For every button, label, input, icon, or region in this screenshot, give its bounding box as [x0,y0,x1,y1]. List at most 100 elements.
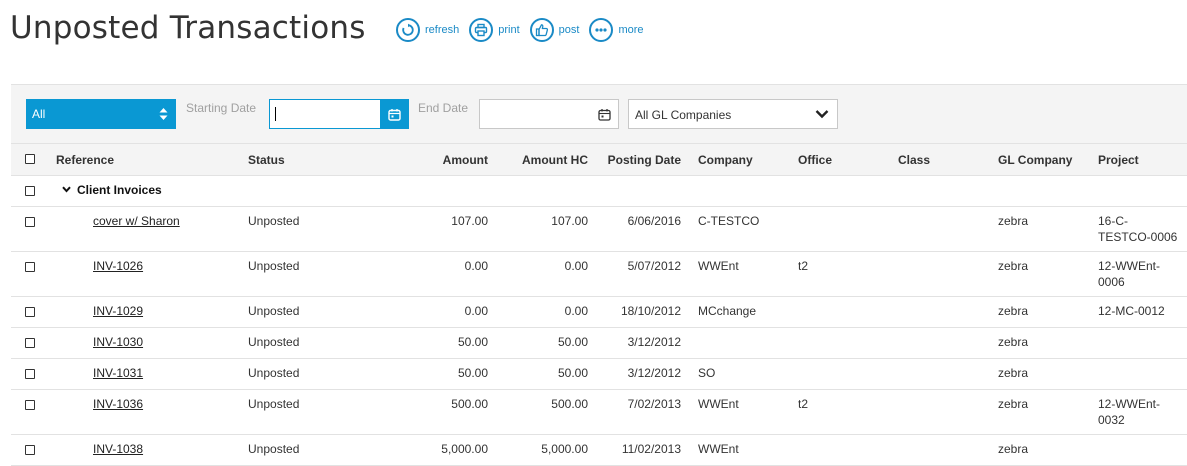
cell-posting-date: 5/07/2012 [627,259,681,273]
cell-posting-date: 7/02/2013 [627,397,681,411]
row-checkbox[interactable] [25,445,35,455]
select-arrows-icon [159,108,168,120]
cell-status: Unposted [248,259,300,273]
cell-reference-link[interactable]: INV-1030 [93,335,144,349]
toolbar-actions: refresh print post more [396,18,654,42]
cell-amount-hc: 500.00 [551,397,588,411]
column-header-gl-company[interactable]: GL Company [998,153,1073,167]
cell-reference-link[interactable]: INV-1026 [93,259,144,273]
table-row: INV-1030 Unposted 50.00 50.00 3/12/2012 zebra [11,328,1187,359]
cell-amount: 500.00 [451,397,488,411]
cell-gl-company: zebra [998,304,1029,318]
print-button[interactable]: print [469,18,520,42]
cell-amount-hc: 107.00 [551,214,588,228]
cell-amount: 50.00 [457,366,488,380]
cell-company: MCchange [698,304,757,318]
group-label: Client Invoices [77,183,162,197]
more-button[interactable]: more [589,18,644,42]
cell-amount-hc: 50.00 [557,335,588,349]
cell-amount: 0.00 [464,259,488,273]
row-checkbox[interactable] [25,369,35,379]
cell-amount-hc: 5,000.00 [541,442,588,456]
row-checkbox[interactable] [25,262,35,272]
cell-status: Unposted [248,397,300,411]
starting-date-label: Starting Date [186,101,257,115]
chevron-down-icon [815,110,829,119]
column-header-project[interactable]: Project [1098,153,1139,167]
cell-reference-link[interactable]: INV-1029 [93,304,144,318]
column-header-status[interactable]: Status [248,153,285,167]
transaction-type-select[interactable]: All [26,99,176,129]
more-label: more [618,24,644,36]
refresh-button[interactable]: refresh [396,18,459,42]
gl-company-select[interactable]: All GL Companies [628,99,838,129]
end-date-label: End Date [418,101,469,115]
cell-gl-company: zebra [998,397,1029,411]
column-header-amount[interactable]: Amount [442,153,488,167]
post-label: post [558,24,580,36]
cell-reference-link[interactable]: INV-1038 [93,442,144,456]
starting-date-input[interactable] [270,100,386,128]
cell-amount: 107.00 [451,214,488,228]
cell-office: t2 [798,397,809,411]
row-checkbox[interactable] [25,338,35,348]
column-header-company[interactable]: Company [698,153,753,167]
cell-status: Unposted [248,442,300,456]
cell-reference-link[interactable]: INV-1031 [93,366,144,380]
cell-amount: 50.00 [457,335,488,349]
calendar-icon [597,108,611,121]
group-row-client-invoices: Client Invoices [11,176,1187,207]
cell-gl-company: zebra [998,442,1029,456]
row-checkbox[interactable] [25,400,35,410]
column-header-class[interactable]: Class [898,153,931,167]
print-label: print [498,24,520,36]
end-date-input[interactable] [480,100,596,128]
table-row: INV-1036 Unposted 500.00 500.00 7/02/2013 WWE… [11,390,1187,435]
cell-status: Unposted [248,335,300,349]
table-row: INV-1026 Unposted 0.00 0.00 5/07/2012 WWEnt t2… [11,252,1187,297]
cell-company: SO [698,366,716,380]
starting-date-calendar-button[interactable] [380,100,408,128]
column-header-amount-hc[interactable]: Amount HC [522,153,588,167]
cell-office: t2 [798,259,809,273]
row-checkbox[interactable] [25,307,35,317]
select-all-checkbox[interactable] [25,154,35,164]
end-date-calendar-button[interactable] [590,100,618,128]
cell-status: Unposted [248,304,300,318]
group-checkbox[interactable] [25,186,35,196]
transaction-type-value: All [32,107,46,121]
cell-posting-date: 11/02/2013 [621,442,681,456]
column-header-office[interactable]: Office [798,153,833,167]
cell-reference-link[interactable]: INV-1036 [93,397,144,411]
cell-project: 12-MC-0012 [1098,304,1165,318]
cell-company: WWEnt [698,397,739,411]
table-header: Reference Status Amount Amount HC Postin… [11,144,1187,176]
gl-company-select-value: All GL Companies [635,108,732,122]
table-row: INV-1038 Unposted 5,000.00 5,000.00 11/02/20… [11,435,1187,466]
post-button[interactable]: post [529,18,580,42]
cell-company: C-TESTCO [698,214,760,228]
cell-reference-link[interactable]: cover w/ Sharon [93,214,180,228]
row-checkbox[interactable] [25,217,35,227]
table-row: INV-1029 Unposted 0.00 0.00 18/10/2012 MCchan… [11,297,1187,328]
thumbs-up-icon [529,18,554,42]
refresh-icon [396,18,420,42]
cell-company: WWEnt [698,259,739,273]
text-cursor [275,107,276,121]
print-icon [469,18,494,42]
cell-gl-company: zebra [998,366,1029,380]
chevron-down-icon[interactable] [62,186,71,193]
cell-posting-date: 3/12/2012 [627,366,681,380]
calendar-icon [387,108,401,121]
cell-amount-hc: 0.00 [564,304,588,318]
page-title: Unposted Transactions [10,10,366,46]
column-header-posting-date[interactable]: Posting Date [607,153,681,167]
cell-posting-date: 3/12/2012 [627,335,681,349]
cell-amount-hc: 50.00 [557,366,588,380]
cell-posting-date: 6/06/2016 [627,214,681,228]
end-date-box [479,99,619,129]
cell-gl-company: zebra [998,335,1029,349]
column-header-reference[interactable]: Reference [56,153,115,167]
cell-project: 12-WWEnt- 0032 [1098,397,1161,427]
table-row: INV-1031 Unposted 50.00 50.00 3/12/2012 SO zeb… [11,359,1187,390]
